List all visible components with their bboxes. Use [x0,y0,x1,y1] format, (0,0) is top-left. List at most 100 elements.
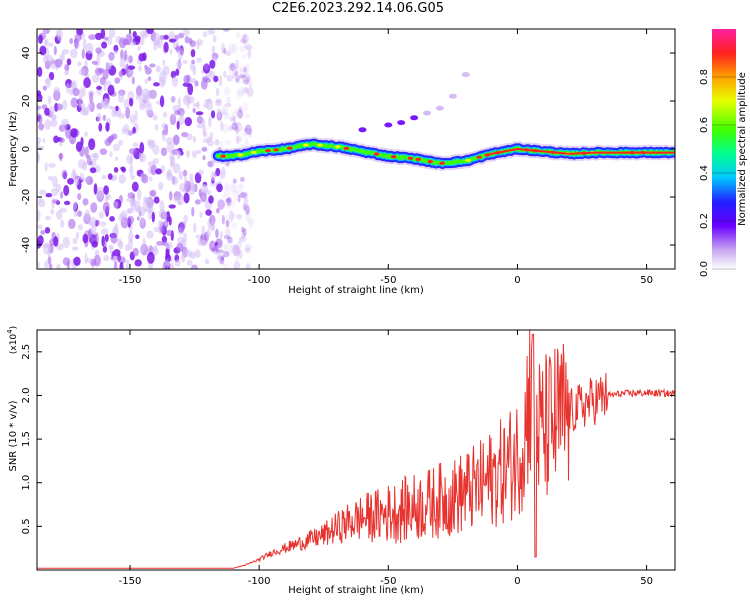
heatmap-noise-blob [247,49,252,59]
heatmap-noise-blob [62,99,68,111]
heatmap-noise-blob [156,241,164,246]
heatmap-noise-blob [69,48,78,59]
heatmap-noise-blob [238,236,243,245]
heatmap-noise-blob [191,206,195,217]
heatmap-noise-blob [226,187,231,197]
heatmap-noise-blob [159,95,165,108]
colorbar-tick-label: 0.4 [699,165,710,181]
heatmap-noise-blob [84,253,88,265]
heatmap-x-label: Height of straight line (km) [288,285,424,296]
heatmap-x-tick-label: -150 [119,275,142,286]
heatmap-noise-blob [243,228,247,237]
heatmap-noise-blob [60,219,65,229]
heatmap-noise-blob [72,87,80,97]
heatmap-noise-blob [177,199,182,206]
heatmap-noise-blob [162,59,166,66]
heatmap-noise-blob [46,42,54,47]
heatmap-noise-blob [189,77,197,84]
heatmap-noise-blob [241,33,249,44]
heatmap-noise-blob [140,216,145,226]
heatmap-noise-blob [173,195,178,203]
heatmap-noise-blob [89,160,93,166]
snr-y-tick-label: 0.5 [21,518,32,534]
heatmap-noise-blob [226,74,233,82]
heatmap-noise-blob [99,148,108,156]
heatmap-noise-blob [51,175,58,188]
heatmap-noise-blob [53,236,59,247]
heatmap-noise-blob [186,133,193,141]
heatmap-track-hotspot [373,152,380,156]
heatmap-noise-blob [219,230,224,239]
heatmap-noise-blob [201,118,206,126]
heatmap-noise-blob [52,199,60,204]
heatmap-noise-blob [236,136,240,145]
heatmap-noise-blob [189,173,194,183]
heatmap-noise-blob [44,162,48,172]
heatmap-noise-blob [183,232,187,243]
heatmap-noise-blob [210,110,216,119]
heatmap-noise-blob [240,235,247,243]
heatmap-noise-blob [100,221,106,228]
heatmap-noise-blob [173,134,180,145]
heatmap-noise-blob [192,150,197,159]
heatmap-noise-blob [160,147,168,156]
heatmap-noise-blob [210,171,216,182]
heatmap-noise-blob [143,196,149,204]
heatmap-noise-blob [102,114,107,122]
heatmap-noise-blob [239,183,244,188]
heatmap-y-ticks: -40 -20 0 20 40 [21,47,675,253]
heatmap-noise-blob [209,59,216,69]
heatmap-track-hotspot [439,161,445,165]
heatmap-track-hotspot [360,150,367,154]
heatmap-noise-blob [225,50,232,56]
heatmap-noise-blob [80,108,89,116]
heatmap-noise-blob [213,75,219,83]
colorbar-tick-label: 0.8 [699,69,710,85]
heatmap-noise-blob [211,45,216,54]
heatmap-streak-point [435,105,444,111]
heatmap-noise-blob [211,247,216,252]
heatmap-noise-blob [44,260,49,269]
heatmap-track-hotspot [334,145,341,149]
heatmap-noise-blob [238,238,242,249]
heatmap-noise-blob [44,107,51,116]
heatmap-noise-blob [127,215,134,225]
heatmap-noise-blob [232,72,236,79]
heatmap-noise-blob [96,112,102,122]
heatmap-noise-blob [100,29,106,39]
heatmap-noise-blob [184,36,190,44]
heatmap-noise-blob [157,220,163,228]
heatmap-noise-blob [222,29,230,32]
heatmap-noise-blob [54,58,63,68]
heatmap-noise-blob [61,48,70,55]
heatmap-noise-blob [62,257,71,266]
heatmap-noise-blob [198,169,204,175]
heatmap-noise-blob [128,70,134,76]
heatmap-noise-blob [186,103,190,109]
heatmap-noise-blob [191,59,196,65]
heatmap-noise-blob [177,97,181,109]
heatmap-noise-blob [132,31,137,38]
heatmap-noise-blob [231,110,239,119]
heatmap-noise-blob [232,178,237,184]
heatmap-noise-blob [234,198,238,203]
heatmap-noise-blob [118,256,126,264]
heatmap-noise-blob [204,258,210,265]
heatmap-noise-blob [89,91,94,103]
heatmap-noise-blob [162,130,166,142]
heatmap-noise-blob [221,123,229,133]
heatmap-noise-blob [222,251,230,258]
heatmap-noise-blob [77,159,86,169]
heatmap-noise-blob [224,235,230,240]
heatmap-noise-blob [192,136,197,143]
heatmap-noise-blob [218,171,223,184]
heatmap-noise-blob [48,263,53,269]
heatmap-noise-blob [184,117,192,127]
heatmap-noise-blob [66,83,70,93]
heatmap-y-tick-label: 20 [21,95,32,108]
heatmap-noise-blob [234,256,239,264]
heatmap-noise-blob [91,60,98,65]
heatmap-noise-blob [207,139,214,147]
heatmap-noise-blob [229,68,234,75]
